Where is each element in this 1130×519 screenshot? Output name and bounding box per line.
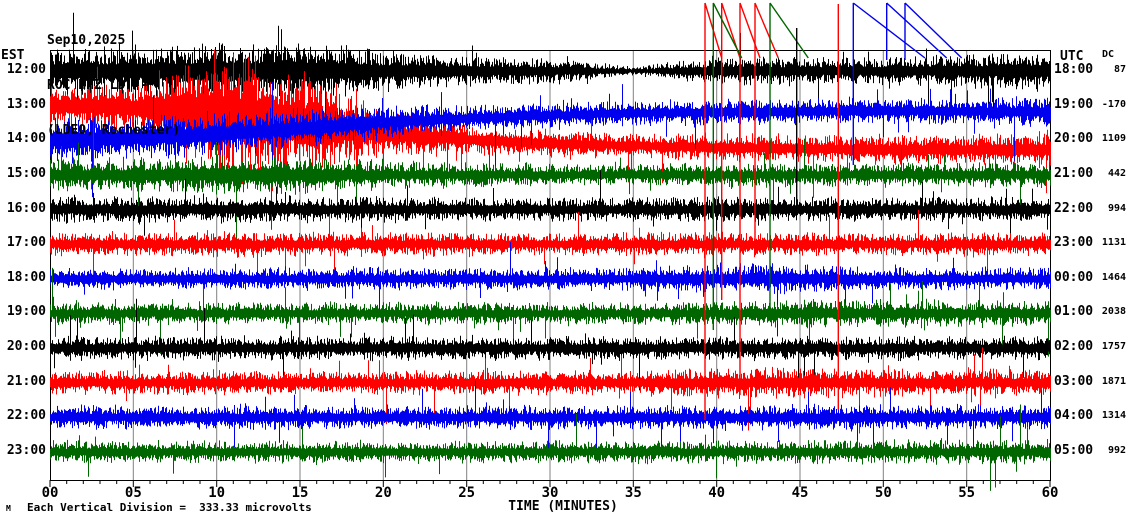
left-hour-label: 12:00 — [6, 62, 46, 77]
x-axis-tick-label: 60 — [1041, 485, 1059, 501]
x-axis-tick-label: 20 — [374, 485, 392, 501]
right-hour-label: 04:00 — [1054, 408, 1094, 424]
x-axis-tick-label: 15 — [291, 485, 309, 501]
title-date: Sep10,2025 — [47, 33, 126, 48]
watermark-glyph: M — [6, 504, 11, 513]
x-axis-tick-label: 35 — [624, 485, 642, 501]
dc-value: 994 — [1107, 202, 1126, 214]
x-axis-tick-label: 05 — [124, 485, 142, 501]
trace-row-18:00 — [50, 242, 1051, 337]
dc-value: 1131 — [1101, 237, 1126, 249]
x-axis-tick-label: 30 — [541, 485, 559, 501]
right-hour-label: 20:00 — [1054, 131, 1094, 147]
left-hour-label: 14:00 — [6, 131, 46, 147]
right-hour-label: 18:00 — [1054, 62, 1094, 77]
right-hour-label: 23:00 — [1054, 235, 1094, 251]
dc-value: 87 — [1113, 64, 1126, 75]
right-hour-label: 22:00 — [1054, 200, 1094, 216]
dc-value: 1109 — [1101, 133, 1126, 145]
event-spike — [852, 2, 926, 165]
right-hour-label: 05:00 — [1054, 443, 1094, 459]
x-axis-tick-label: 10 — [208, 485, 226, 501]
trace-row-20:00 — [50, 298, 1051, 391]
x-axis-ticks — [49, 480, 1051, 487]
event-spike — [739, 2, 761, 395]
trace-row-15:00 — [50, 109, 1051, 242]
right-hour-label: 19:00 — [1054, 96, 1094, 112]
left-axis-header: EST — [1, 48, 25, 63]
right-hour-label: 21:00 — [1054, 165, 1094, 181]
right-hour-label: 01:00 — [1054, 304, 1094, 320]
dc-value: 442 — [1107, 167, 1126, 179]
title-station: ROC HHZ LD -- — [47, 78, 149, 93]
x-axis-tick-label: 40 — [708, 485, 726, 501]
event-spike — [712, 2, 743, 330]
dc-value: -170 — [1101, 98, 1126, 110]
event-spike — [904, 2, 963, 60]
dc-value: 992 — [1107, 445, 1126, 457]
x-axis-tick-label: 55 — [958, 485, 976, 501]
dc-value: 1314 — [1101, 410, 1126, 422]
trace-row-16:00 — [50, 170, 1051, 246]
dc-value: 1464 — [1101, 271, 1126, 283]
trace-row-19:00 — [50, 267, 1051, 357]
right-hour-label: 02:00 — [1054, 339, 1094, 355]
x-axis-tick-label: 45 — [791, 485, 809, 501]
left-hour-label: 16:00 — [6, 200, 46, 216]
right-hour-label: 00:00 — [1054, 269, 1094, 285]
trace-row-14:00 — [50, 82, 1051, 198]
left-hour-label: 18:00 — [6, 269, 46, 285]
left-hour-label: 23:00 — [6, 443, 46, 459]
trace-row-12:00 — [50, 12, 1051, 128]
x-axis-tick-label: 25 — [458, 485, 476, 501]
event-spike — [886, 2, 948, 60]
trace-row-22:00 — [50, 380, 1051, 456]
x-axis-tick-label: 00 — [41, 485, 59, 501]
trace-row-21:00 — [50, 347, 1051, 434]
trace-row-23:00 — [50, 404, 1051, 491]
title-block: Sep10,2025 ROC HHZ LD -- (LDEO, Rocheste… — [47, 3, 180, 168]
dc-header: DC — [1102, 49, 1115, 60]
title-location: (LDEO, Rochester) — [47, 123, 181, 138]
right-hour-label: 03:00 — [1054, 373, 1094, 389]
dc-value: 2038 — [1101, 306, 1126, 318]
left-hour-label: 22:00 — [6, 408, 46, 424]
left-hour-label: 19:00 — [6, 304, 46, 320]
right-axis-header: UTC — [1060, 49, 1084, 64]
x-axis-title: TIME (MINUTES) — [508, 499, 618, 514]
trace-row-17:00 — [50, 209, 1051, 289]
event-spike — [754, 2, 779, 255]
scale-note: Each Vertical Division = 333.33 microvol… — [27, 501, 312, 514]
left-hour-label: 20:00 — [6, 339, 46, 355]
grid-lines — [132, 50, 968, 480]
x-axis-tick-label: 50 — [874, 485, 892, 501]
left-hour-label: 13:00 — [6, 96, 46, 112]
dc-value: 1757 — [1101, 341, 1126, 353]
left-hour-label: 21:00 — [6, 373, 46, 389]
event-spike — [769, 2, 809, 310]
left-hour-label: 15:00 — [6, 165, 46, 181]
dc-value: 1871 — [1101, 375, 1126, 387]
left-hour-label: 17:00 — [6, 235, 46, 251]
